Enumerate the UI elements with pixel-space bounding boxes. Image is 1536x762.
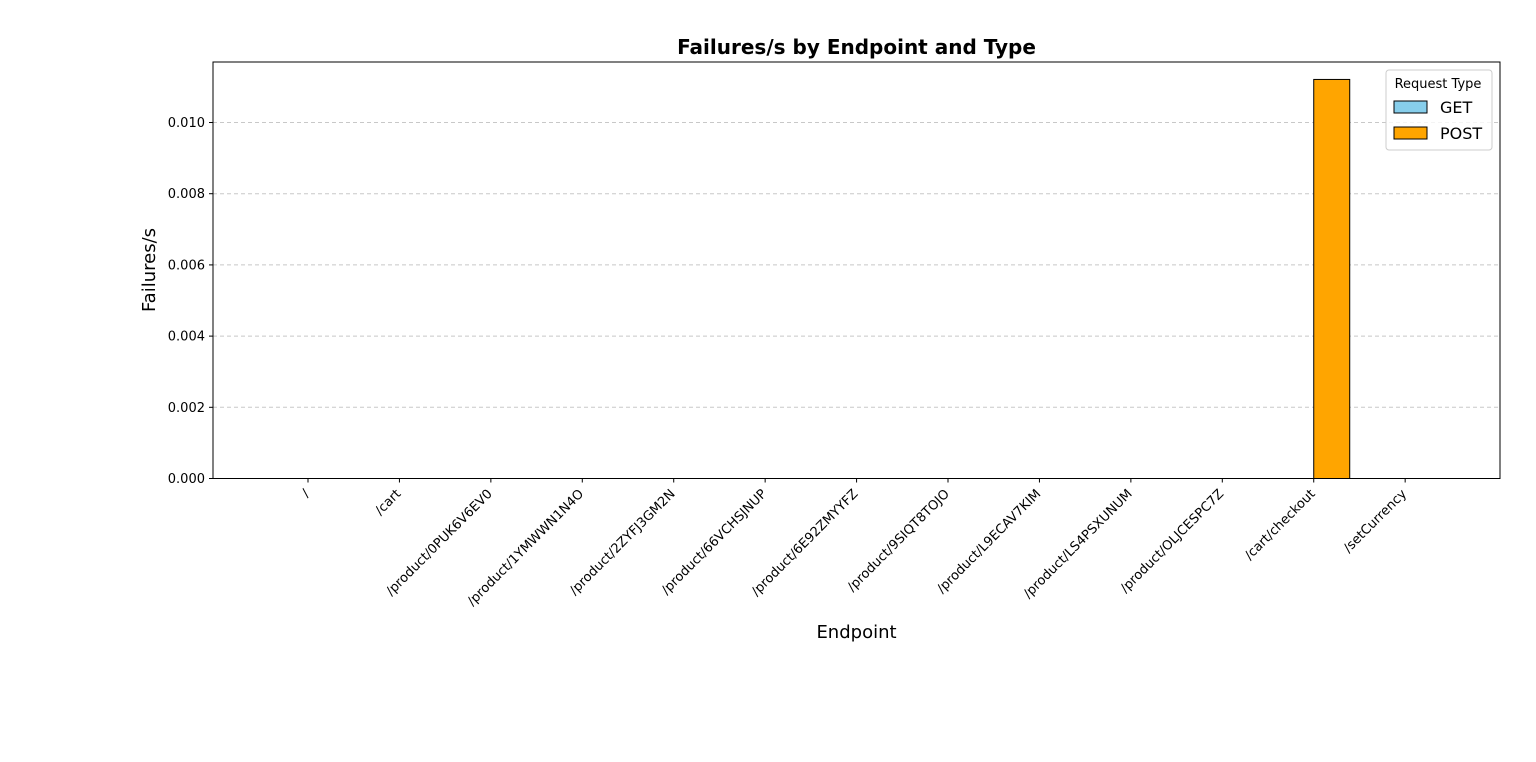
x-tick-label: /product/0PUK6V6EV0 (383, 487, 495, 599)
x-tick-label: /cart (372, 487, 404, 519)
x-tick-label: /product/66VCHSJNUP (659, 487, 770, 598)
legend-swatch-get (1393, 100, 1428, 114)
bar-post (1313, 78, 1351, 479)
legend-label-post: POST (1440, 124, 1482, 143)
y-tick-label: 0.004 (168, 330, 205, 345)
x-axis: //cart/product/0PUK6V6EV0/product/1YMWWN… (299, 478, 1410, 609)
y-tick-label: 0.008 (168, 187, 205, 202)
chart-title: Failures/s by Endpoint and Type (677, 35, 1036, 59)
legend-title: Request Type (1395, 77, 1482, 92)
x-tick-label: / (299, 486, 313, 500)
x-axis-label: Endpoint (816, 622, 896, 643)
y-axis: 0.000 0.002 0.004 0.006 0.008 0.010 (168, 116, 213, 487)
gridlines (213, 122, 1500, 408)
x-tick-label: /cart/checkout (1242, 487, 1319, 564)
bars (1313, 78, 1351, 479)
x-tick-label: /product/L9ECAV7KIM (934, 487, 1044, 597)
legend: Request Type GET POST (1385, 69, 1493, 151)
plot-frame (212, 61, 1501, 479)
x-tick-label: /product/6E92ZMYYFZ (749, 487, 862, 600)
x-tick-label: /product/9SIQT8TOJO (845, 487, 953, 595)
legend-label-get: GET (1440, 98, 1473, 117)
y-tick-label: 0.002 (168, 401, 205, 416)
legend-swatch-post (1393, 126, 1428, 140)
x-tick-label: /product/2ZYFJ3GM2N (567, 487, 679, 599)
y-tick-label: 0.006 (168, 258, 205, 273)
x-tick-label: /setCurrency (1341, 487, 1410, 556)
x-tick-label: /product/OLJCESPC7Z (1118, 487, 1227, 596)
y-tick-label: 0.010 (168, 116, 205, 131)
y-tick-label: 0.000 (168, 472, 205, 487)
y-axis-label: Failures/s (139, 228, 160, 312)
